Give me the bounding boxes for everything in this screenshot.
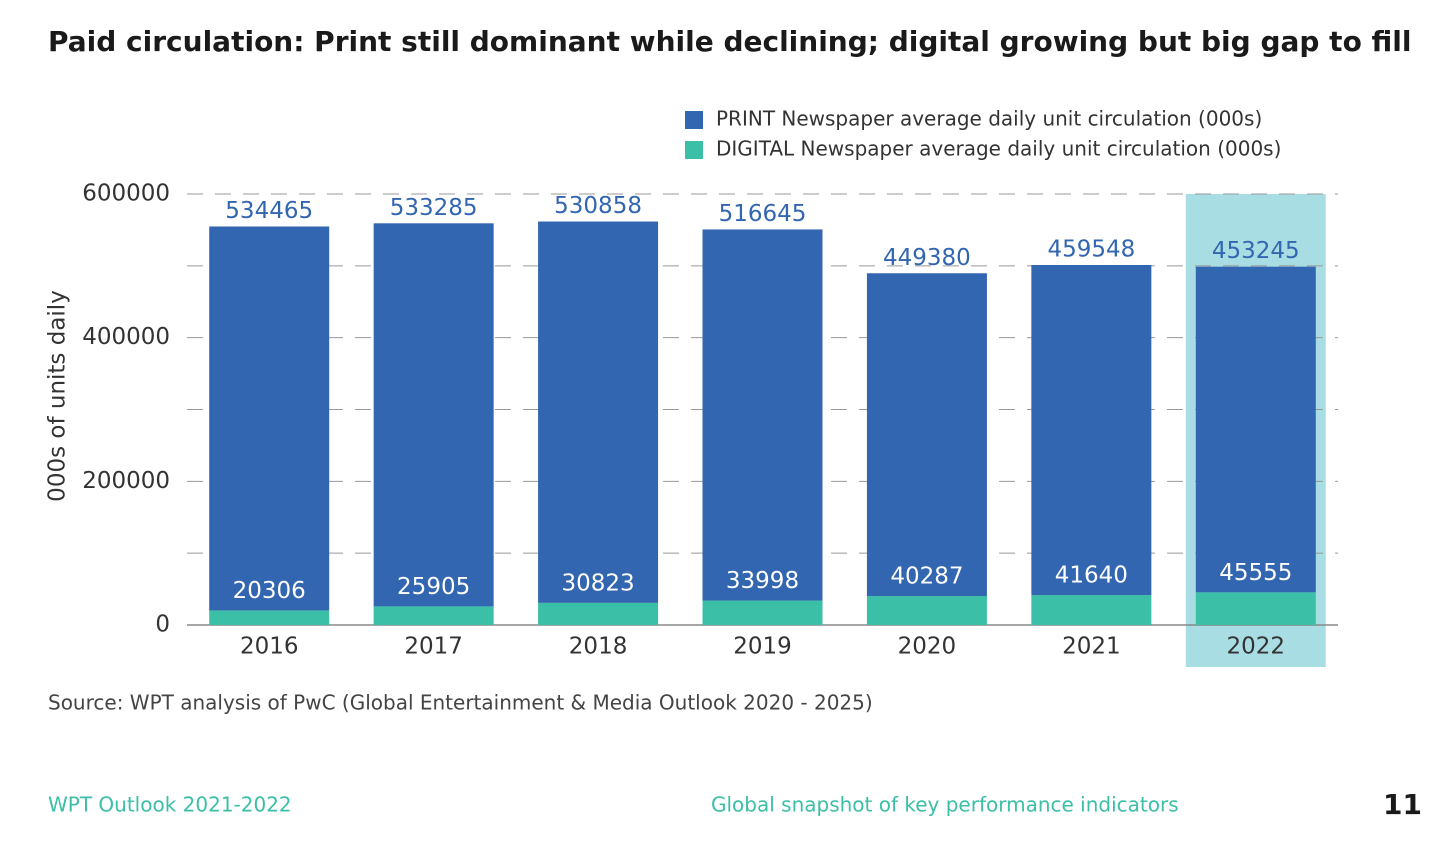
- bar-segment: [1031, 595, 1152, 625]
- legend-label: PRINT Newspaper average daily unit circu…: [716, 107, 1262, 131]
- legend-label: DIGITAL Newspaper average daily unit cir…: [716, 137, 1281, 161]
- y-tick-label: 400000: [82, 324, 170, 350]
- footer-left: WPT Outlook 2021-2022: [48, 793, 292, 817]
- bar-segment: [702, 600, 823, 625]
- x-tick-label: 2020: [898, 634, 957, 660]
- footer-center: Global snapshot of key performance indic…: [711, 793, 1179, 817]
- bar-segment: [538, 602, 659, 625]
- data-label: 533285: [390, 195, 478, 221]
- bar-segment: [538, 221, 659, 603]
- bar-segment: [209, 610, 330, 625]
- bar-segment: [866, 273, 987, 597]
- bar-segment: [702, 229, 823, 601]
- data-label: 534465: [225, 198, 313, 224]
- x-tick-label: 2016: [240, 634, 299, 660]
- x-tick-label: 2018: [569, 634, 628, 660]
- bar-segment: [1195, 266, 1316, 593]
- y-tick-label: 600000: [82, 181, 170, 207]
- bar-segment: [866, 596, 987, 625]
- data-label: 20306: [233, 578, 306, 604]
- x-tick-label: 2019: [733, 634, 792, 660]
- x-tick-label: 2021: [1062, 634, 1121, 660]
- data-label: 25905: [397, 574, 470, 600]
- data-label: 530858: [554, 193, 642, 219]
- data-label: 45555: [1219, 560, 1292, 586]
- bar-segment: [1031, 264, 1152, 596]
- source: Source: WPT analysis of PwC (Global Ente…: [48, 691, 873, 715]
- bar-segment: [373, 223, 494, 607]
- data-label: 459548: [1047, 236, 1135, 262]
- data-label: 33998: [726, 568, 799, 594]
- data-label: 453245: [1212, 238, 1300, 264]
- data-label: 30823: [561, 570, 634, 596]
- data-label: 41640: [1055, 563, 1128, 589]
- y-tick-label: 0: [155, 612, 170, 638]
- bar-segment: [1195, 592, 1316, 625]
- legend-swatch: [685, 111, 703, 129]
- chart-title: Paid circulation: Print still dominant w…: [48, 25, 1412, 58]
- x-tick-label: 2022: [1227, 634, 1286, 660]
- x-tick-label: 2017: [404, 634, 463, 660]
- bar-segment: [209, 226, 330, 611]
- data-label: 516645: [719, 201, 807, 227]
- bar-segment: [373, 606, 494, 625]
- y-tick-label: 200000: [82, 468, 170, 494]
- data-label: 40287: [890, 564, 963, 590]
- page-number: 11: [1383, 788, 1422, 821]
- legend-swatch: [685, 141, 703, 159]
- y-axis-label: 000s of units daily: [45, 290, 71, 502]
- data-label: 449380: [883, 245, 971, 271]
